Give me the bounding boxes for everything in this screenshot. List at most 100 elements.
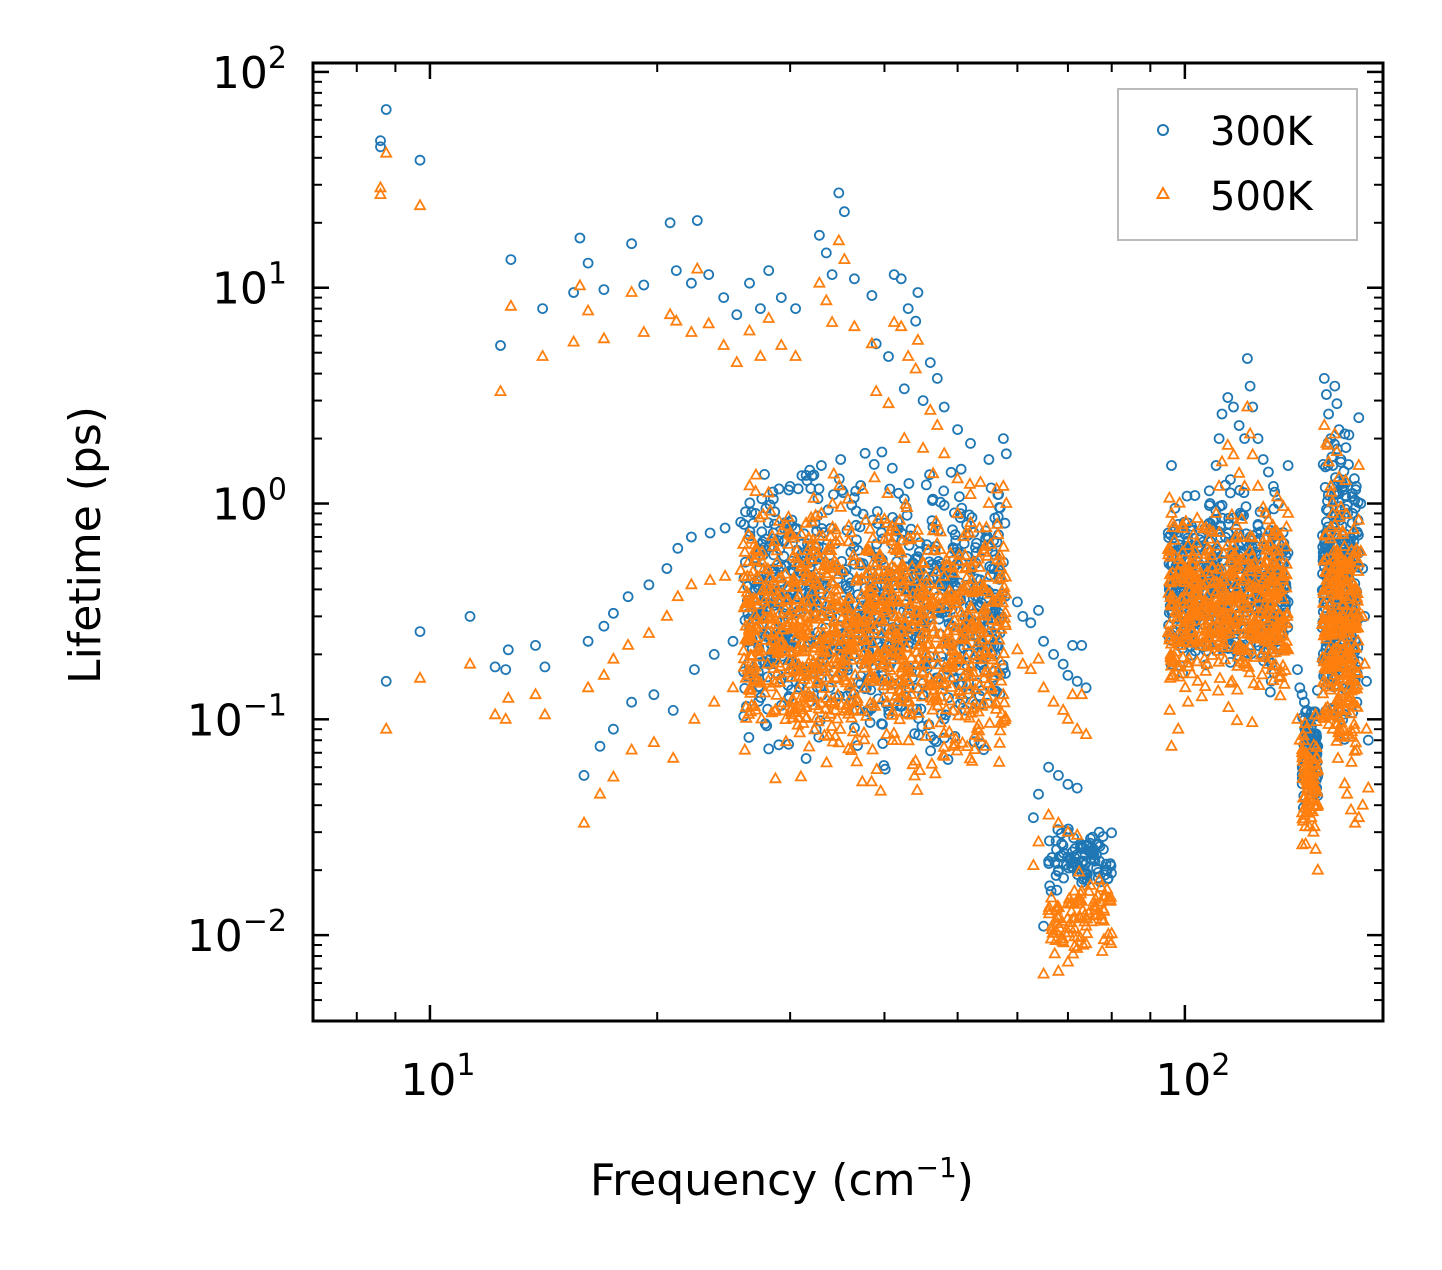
- point-300k-398: [911, 703, 923, 715]
- point-500k-62: [841, 741, 855, 754]
- point-300k-86: [903, 478, 915, 489]
- point-500k-192: [998, 605, 1012, 617]
- point-500k-2145: [593, 786, 607, 799]
- point-500k-2127: [581, 680, 595, 693]
- point-500k-1313: [1209, 584, 1223, 596]
- point-500k-1502: [1225, 591, 1239, 604]
- point-300k-1976: [1076, 840, 1088, 851]
- point-500k-2237: [1322, 454, 1336, 467]
- point-500k-1762: [1338, 776, 1352, 789]
- point-500k-2158: [1031, 651, 1046, 664]
- point-500k-1013: [995, 706, 1009, 718]
- point-500k-641: [790, 644, 804, 657]
- point-300k-1879: [500, 664, 512, 675]
- point-300k-1959: [1038, 635, 1049, 647]
- point-500k-1454: [1166, 597, 1180, 610]
- point-500k-2104: [832, 233, 846, 246]
- point-500k-2216: [1218, 618, 1232, 631]
- point-500k-267: [802, 739, 816, 752]
- point-500k-1520: [1190, 511, 1204, 523]
- point-500k-274: [826, 496, 840, 509]
- point-500k-1036: [902, 673, 916, 686]
- point-300k-1207: [1210, 505, 1222, 516]
- point-500k-22: [944, 546, 958, 558]
- point-500k-2230: [1302, 797, 1316, 810]
- point-500k-523: [774, 634, 788, 647]
- point-500k-1859: [1347, 717, 1361, 729]
- point-500k-1499: [1261, 524, 1275, 536]
- point-500k-1703: [1322, 717, 1336, 729]
- point-500k-695: [796, 716, 810, 728]
- point-500k-332: [770, 688, 784, 700]
- point-500k-2142: [814, 506, 828, 518]
- point-500k-2159: [1037, 680, 1051, 693]
- point-500k-1964: [1321, 558, 1335, 571]
- point-500k-1079: [829, 651, 843, 664]
- point-300k-109: [954, 491, 965, 503]
- point-500k-1544: [1218, 652, 1232, 665]
- point-500k-1070: [827, 620, 841, 632]
- point-500k-2137: [734, 563, 748, 575]
- point-500k-969: [781, 536, 795, 549]
- point-500k-1531: [1213, 611, 1227, 624]
- point-500k-570: [876, 690, 890, 703]
- point-300k-1904: [833, 187, 845, 199]
- point-500k-2190: [1184, 571, 1198, 583]
- point-300k-98: [849, 722, 860, 734]
- point-500k-474: [956, 697, 970, 710]
- point-500k-1808: [1347, 522, 1361, 535]
- point-500k-614: [979, 739, 993, 751]
- point-500k-1585: [1246, 560, 1260, 573]
- point-500k-1896: [1336, 598, 1350, 611]
- point-500k-1867: [1351, 666, 1365, 678]
- point-500k-2096: [717, 338, 731, 350]
- point-500k-2147: [625, 742, 639, 755]
- point-500k-2232: [1306, 824, 1320, 837]
- point-500k-542: [981, 570, 995, 582]
- point-500k-1828: [1350, 586, 1365, 598]
- point-300k-2002: [1257, 454, 1269, 465]
- point-500k-2192: [1203, 544, 1217, 556]
- point-500k-1527: [1185, 591, 1199, 603]
- point-500k-365: [947, 565, 961, 578]
- point-500k-28: [933, 542, 947, 555]
- point-300k-1995: [1228, 401, 1239, 413]
- point-300k-1892: [670, 265, 682, 277]
- point-500k-414: [819, 691, 833, 703]
- point-500k-1596: [1191, 593, 1205, 606]
- point-300k-853: [921, 539, 933, 551]
- point-500k-2248: [1344, 656, 1358, 669]
- point-500k-70: [978, 643, 993, 655]
- point-500k-505: [898, 628, 912, 641]
- point-500k-126: [866, 531, 880, 543]
- point-500k-2116: [930, 418, 944, 430]
- point-500k-1084: [939, 552, 954, 565]
- point-500k-953: [864, 651, 878, 664]
- point-500k-1556: [1213, 593, 1227, 606]
- point-500k-817: [791, 717, 805, 730]
- point-300k-526: [938, 485, 950, 497]
- point-500k-1671: [1309, 793, 1323, 806]
- point-500k-2224: [1281, 642, 1295, 655]
- point-500k-246: [805, 584, 819, 597]
- point-500k-1891: [1337, 539, 1352, 551]
- point-500k-1538: [1233, 637, 1247, 650]
- point-300k-1924: [983, 454, 995, 465]
- point-300k-1997: [1239, 433, 1250, 445]
- point-300k-1893: [686, 277, 697, 289]
- point-500k-1095: [850, 694, 864, 706]
- point-300k-1889: [626, 238, 637, 250]
- point-500k-2053: [1073, 930, 1087, 943]
- point-500k-2076: [463, 656, 477, 669]
- point-500k-1758: [1351, 633, 1365, 646]
- point-500k-1575: [1265, 662, 1279, 675]
- point-500k-580: [936, 637, 950, 649]
- point-500k-923: [818, 664, 832, 677]
- point-500k-1962: [1318, 660, 1332, 673]
- point-300k-800: [841, 582, 853, 594]
- point-300k-1901: [775, 292, 787, 304]
- point-500k-564: [756, 507, 770, 520]
- point-500k-2114: [909, 361, 923, 374]
- point-500k-441: [946, 659, 960, 671]
